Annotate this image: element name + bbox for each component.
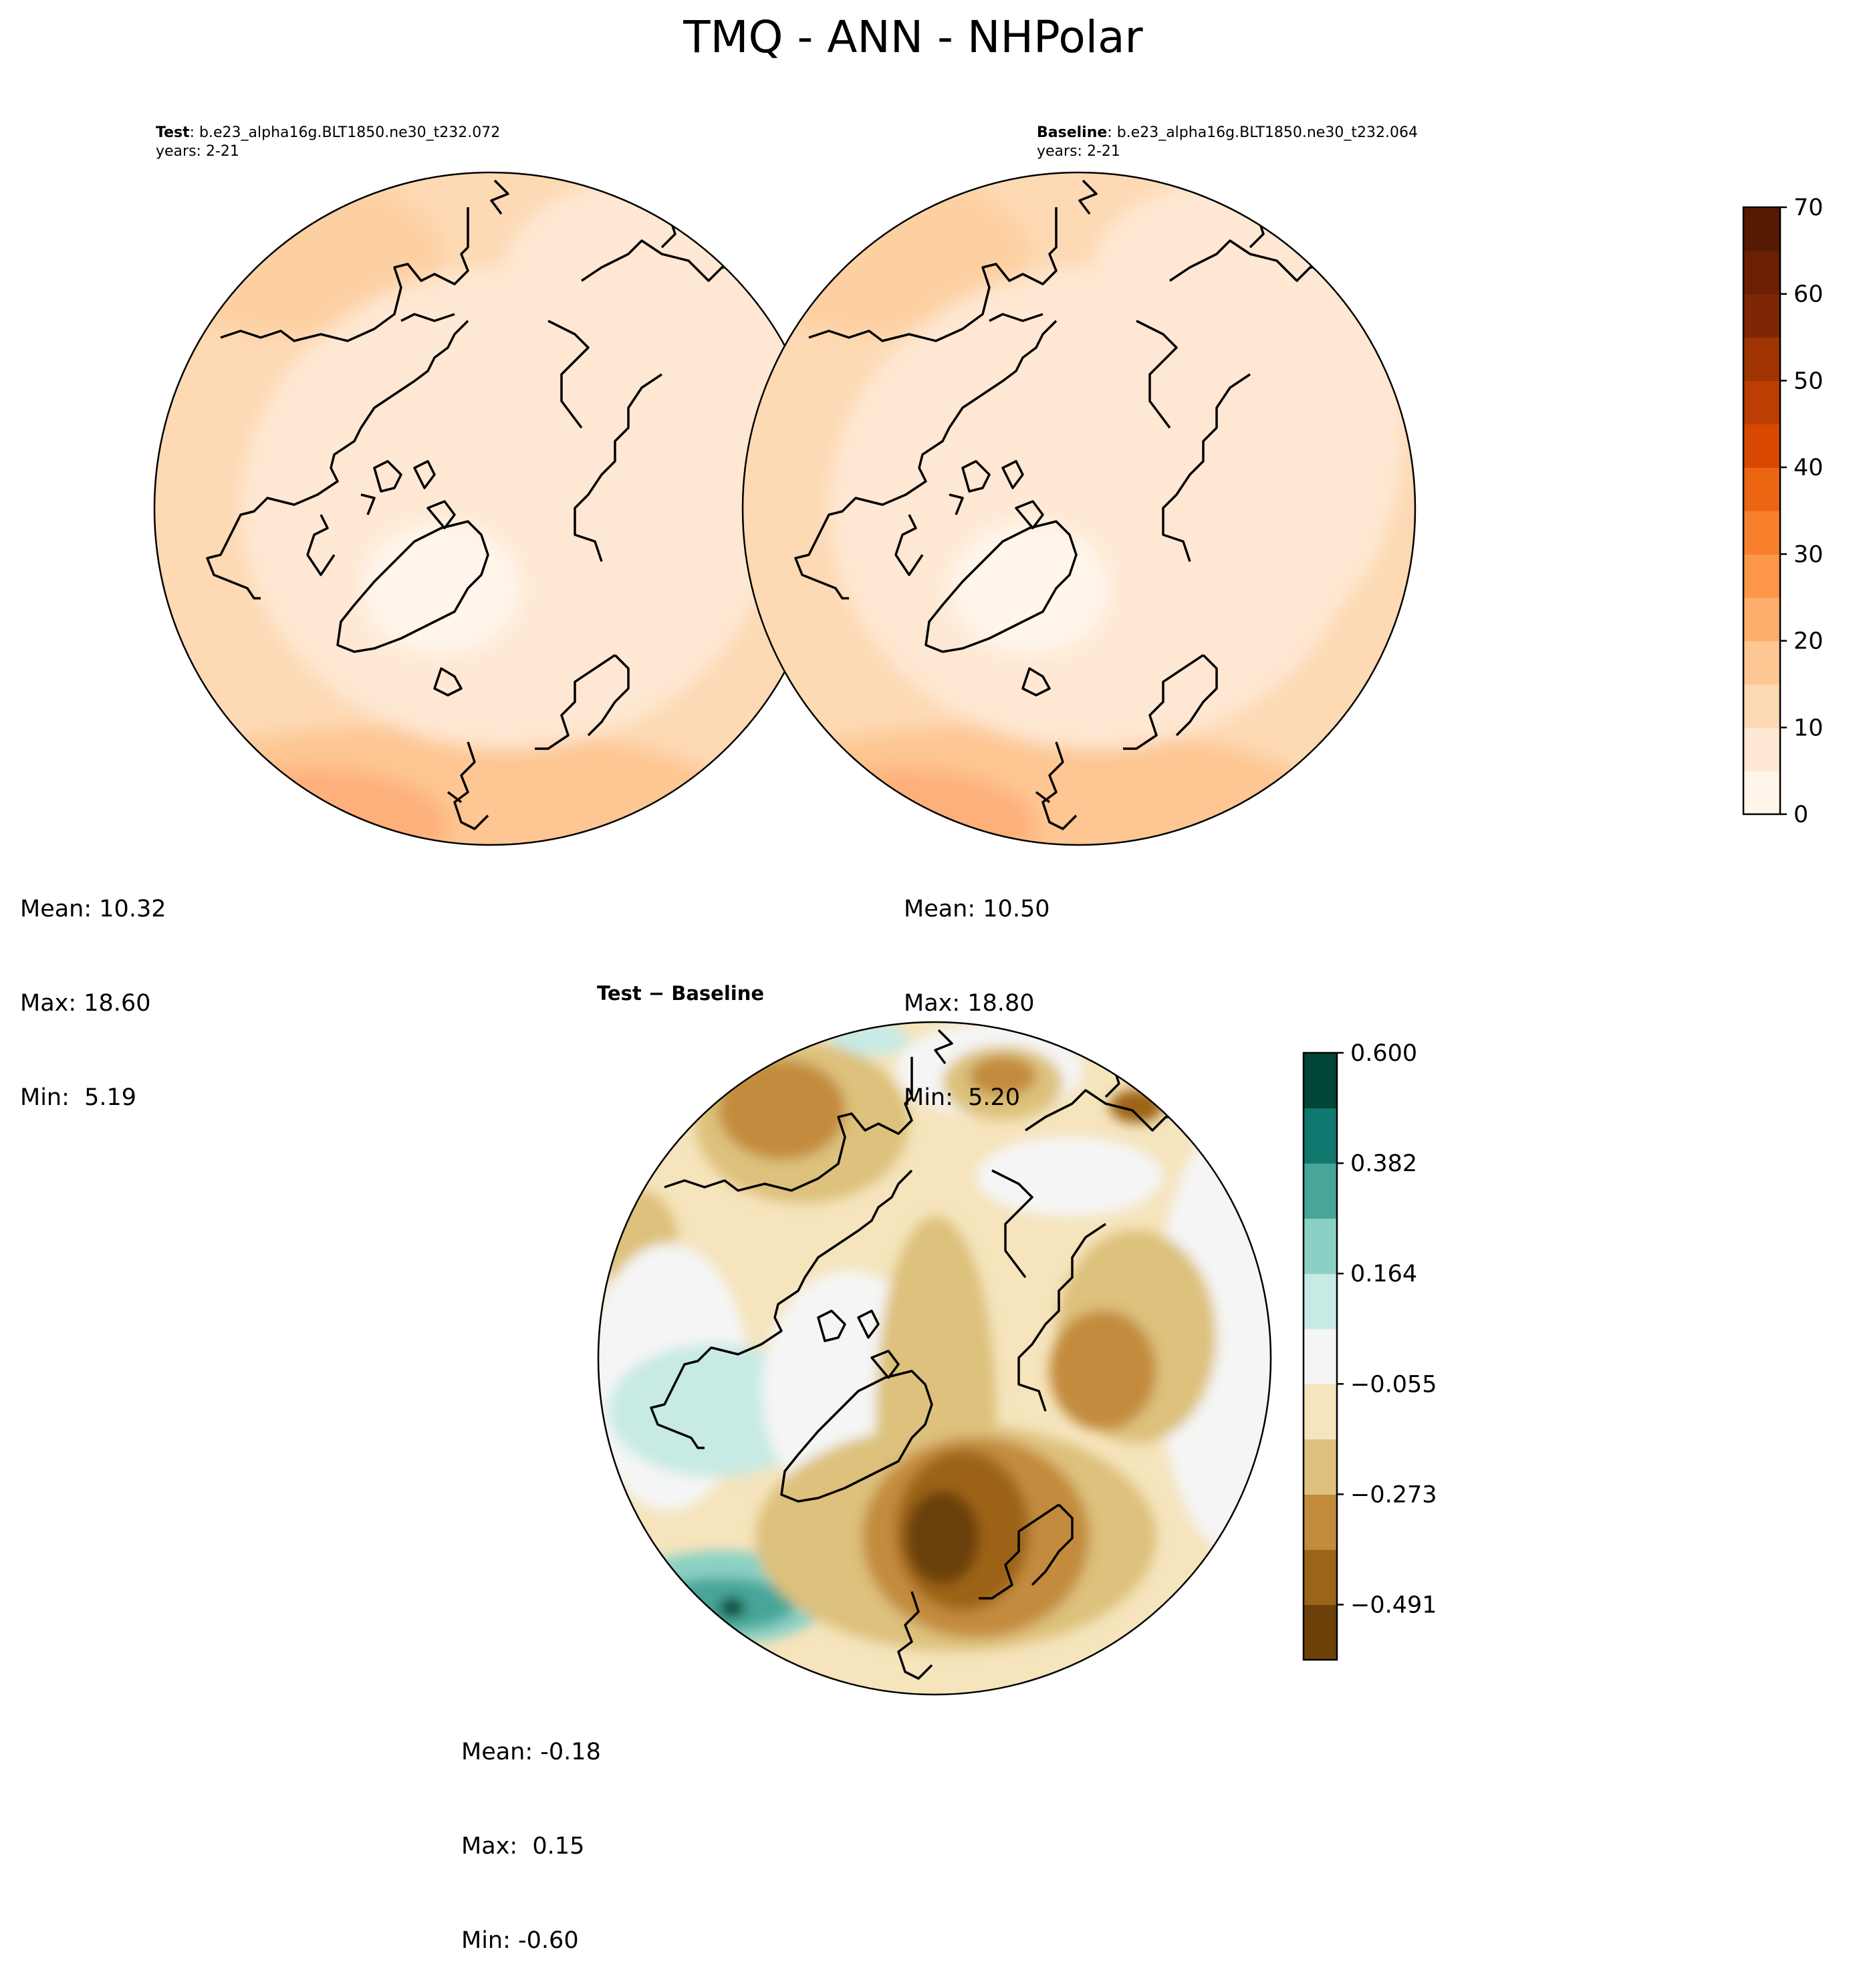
colorbar-tmq-segment-7 [1743, 467, 1780, 511]
colorbar-difference-segment-10 [1304, 1053, 1337, 1109]
colorbar-tmq-segment-5 [1743, 553, 1780, 598]
colorbar-difference-segment-1 [1304, 1549, 1337, 1606]
baseline-map-field-upper-right [1090, 180, 1357, 381]
test-panel: Test: b.e23_alpha16g.BLT1850.ne30_t232.0… [153, 124, 828, 846]
colorbar-difference-segment-5 [1304, 1328, 1337, 1384]
baseline-panel: Baseline: b.e23_alpha16g.BLT1850.ne30_t2… [741, 124, 1418, 846]
colorbar-difference-segment-0 [1304, 1604, 1337, 1660]
difference-map-field-brown-right [1050, 1310, 1156, 1431]
colorbar-tmq-ticks: 0 10 20 30 40 50 60 70 [1780, 195, 1824, 828]
test-label-bold: Test [156, 124, 190, 141]
test-map [154, 172, 827, 845]
colorbar-tmq-segment-13 [1743, 207, 1780, 251]
colorbar-tmq-tick-label-7: 70 [1794, 195, 1824, 221]
difference-map-field-brown-top [969, 1056, 1036, 1096]
colorbar-tmq-segment-4 [1743, 597, 1780, 642]
difference-map [598, 1022, 1271, 1695]
figure-title: TMQ - ANN - NHPolar [683, 11, 1143, 63]
colorbar-tmq-segment-10 [1743, 337, 1780, 382]
colorbar-tmq-tick-label-3: 30 [1794, 541, 1824, 568]
baseline-label-case: : b.e23_alpha16g.BLT1850.ne30_t232.064 [1107, 124, 1418, 141]
test-stat-min: Min: 5.19 [20, 1084, 137, 1111]
colorbar-tmq-segment-12 [1743, 250, 1780, 295]
colorbar-difference-segments [1304, 1053, 1337, 1660]
colorbar-difference-segment-8 [1304, 1163, 1337, 1219]
test-years: years: 2-21 [156, 143, 239, 160]
test-stat-mean: Mean: 10.32 [20, 896, 166, 922]
baseline-map [743, 172, 1415, 845]
difference-map-field-brown-upper-left [719, 1060, 846, 1160]
colorbar-tmq-segment-0 [1743, 771, 1780, 815]
test-map-field-upper-right [501, 180, 769, 381]
baseline-years: years: 2-21 [1037, 143, 1120, 160]
colorbar-tmq-segment-6 [1743, 511, 1780, 555]
colorbar-tmq-segment-1 [1743, 727, 1780, 771]
colorbar-difference-frame [1302, 1051, 1338, 1661]
colorbar-difference-segment-4 [1304, 1384, 1337, 1440]
colorbar-tmq-segment-9 [1743, 380, 1780, 424]
figure: TMQ - ANN - NHPolar Test: b.e23_alpha16g… [153, 11, 1824, 1696]
test-panel-label: Test: b.e23_alpha16g.BLT1850.ne30_t232.0… [156, 124, 500, 141]
colorbar-tmq-segments [1743, 207, 1780, 815]
colorbar-tmq-tick-label-4: 40 [1794, 455, 1824, 481]
baseline-map-field-pole [949, 521, 1110, 655]
colorbar-tmq: 0 10 20 30 40 50 60 70 [1742, 195, 1824, 828]
colorbar-difference-tick-label-5: −0.491 [1350, 1592, 1437, 1619]
colorbar-tmq-tick-label-1: 10 [1794, 715, 1824, 741]
colorbar-tmq-segment-3 [1743, 640, 1780, 685]
difference-map-field-neutral-upper-right [976, 1136, 1163, 1217]
difference-map-border [597, 1021, 1272, 1696]
colorbar-tmq-tick-label-5: 50 [1794, 368, 1824, 394]
difference-stat-mean: Mean: -0.18 [461, 1739, 601, 1765]
baseline-stat-min: Min: 5.20 [904, 1084, 1021, 1111]
difference-stat-max: Max: 0.15 [461, 1833, 585, 1860]
colorbar-difference-segment-2 [1304, 1494, 1337, 1550]
test-map-field-pole [361, 521, 521, 655]
baseline-stat-max: Max: 18.80 [904, 990, 1035, 1017]
difference-map-field-teal-deep [719, 1598, 745, 1618]
difference-panel: Test − Baseline [597, 982, 1272, 1696]
difference-panel-label: Test − Baseline [597, 982, 764, 1005]
colorbar-tmq-segment-11 [1743, 293, 1780, 338]
colorbar-difference-tick-label-1: 0.382 [1350, 1150, 1417, 1177]
difference-stats: Mean: -0.18 Max: 0.15 Min: -0.60 [461, 1674, 601, 1988]
test-stats: Mean: 10.32 Max: 18.60 Min: 5.19 [20, 831, 166, 1145]
difference-stat-min: Min: -0.60 [461, 1927, 579, 1954]
colorbar-tmq-frame [1742, 206, 1781, 816]
baseline-map-border [741, 171, 1416, 846]
test-stat-max: Max: 18.60 [20, 990, 151, 1017]
colorbar-difference-segment-6 [1304, 1273, 1337, 1330]
colorbar-tmq-tick-label-2: 20 [1794, 628, 1824, 655]
colorbar-difference-segment-3 [1304, 1439, 1337, 1495]
colorbar-tmq-segment-8 [1743, 424, 1780, 468]
colorbar-difference-tick-label-0: 0.600 [1350, 1040, 1417, 1067]
colorbar-difference-tick-label-2: 0.164 [1350, 1261, 1417, 1287]
baseline-panel-label: Baseline: b.e23_alpha16g.BLT1850.ne30_t2… [1037, 124, 1418, 141]
colorbar-tmq-tick-label-6: 60 [1794, 281, 1824, 308]
colorbar-difference-tick-label-3: −0.055 [1350, 1371, 1437, 1398]
baseline-stat-mean: Mean: 10.50 [904, 896, 1050, 922]
colorbar-difference-segment-7 [1304, 1218, 1337, 1274]
colorbar-difference-tick-label-4: −0.273 [1350, 1481, 1437, 1508]
colorbar-tmq-segment-2 [1743, 684, 1780, 728]
difference-map-field-darkest-brown [906, 1491, 979, 1584]
test-label-case: : b.e23_alpha16g.BLT1850.ne30_t232.072 [190, 124, 501, 141]
test-map-field-warm-corner [180, 769, 448, 845]
difference-map-coastlines [650, 1029, 1179, 1680]
colorbar-tmq-tick-label-0: 0 [1794, 801, 1808, 828]
colorbar-difference-ticks: 0.600 0.382 0.164 −0.055 −0.273 −0.491 [1337, 1040, 1437, 1619]
baseline-stats: Mean: 10.50 Max: 18.80 Min: 5.20 [904, 831, 1050, 1145]
colorbar-difference: 0.600 0.382 0.164 −0.055 −0.273 −0.491 [1302, 1040, 1437, 1661]
baseline-label-bold: Baseline [1037, 124, 1107, 141]
colorbar-difference-segment-9 [1304, 1108, 1337, 1164]
